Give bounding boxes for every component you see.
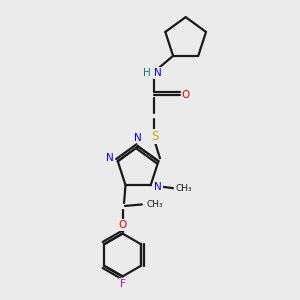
Text: F: F xyxy=(120,279,125,289)
Text: S: S xyxy=(151,130,158,143)
Text: N: N xyxy=(154,182,162,192)
Text: H: H xyxy=(143,68,151,78)
Text: N: N xyxy=(134,133,142,142)
Text: O: O xyxy=(182,90,190,100)
Text: N: N xyxy=(154,68,162,78)
Text: O: O xyxy=(118,220,127,230)
Text: CH₃: CH₃ xyxy=(146,200,163,209)
Text: N: N xyxy=(106,153,113,163)
Text: CH₃: CH₃ xyxy=(176,184,193,193)
